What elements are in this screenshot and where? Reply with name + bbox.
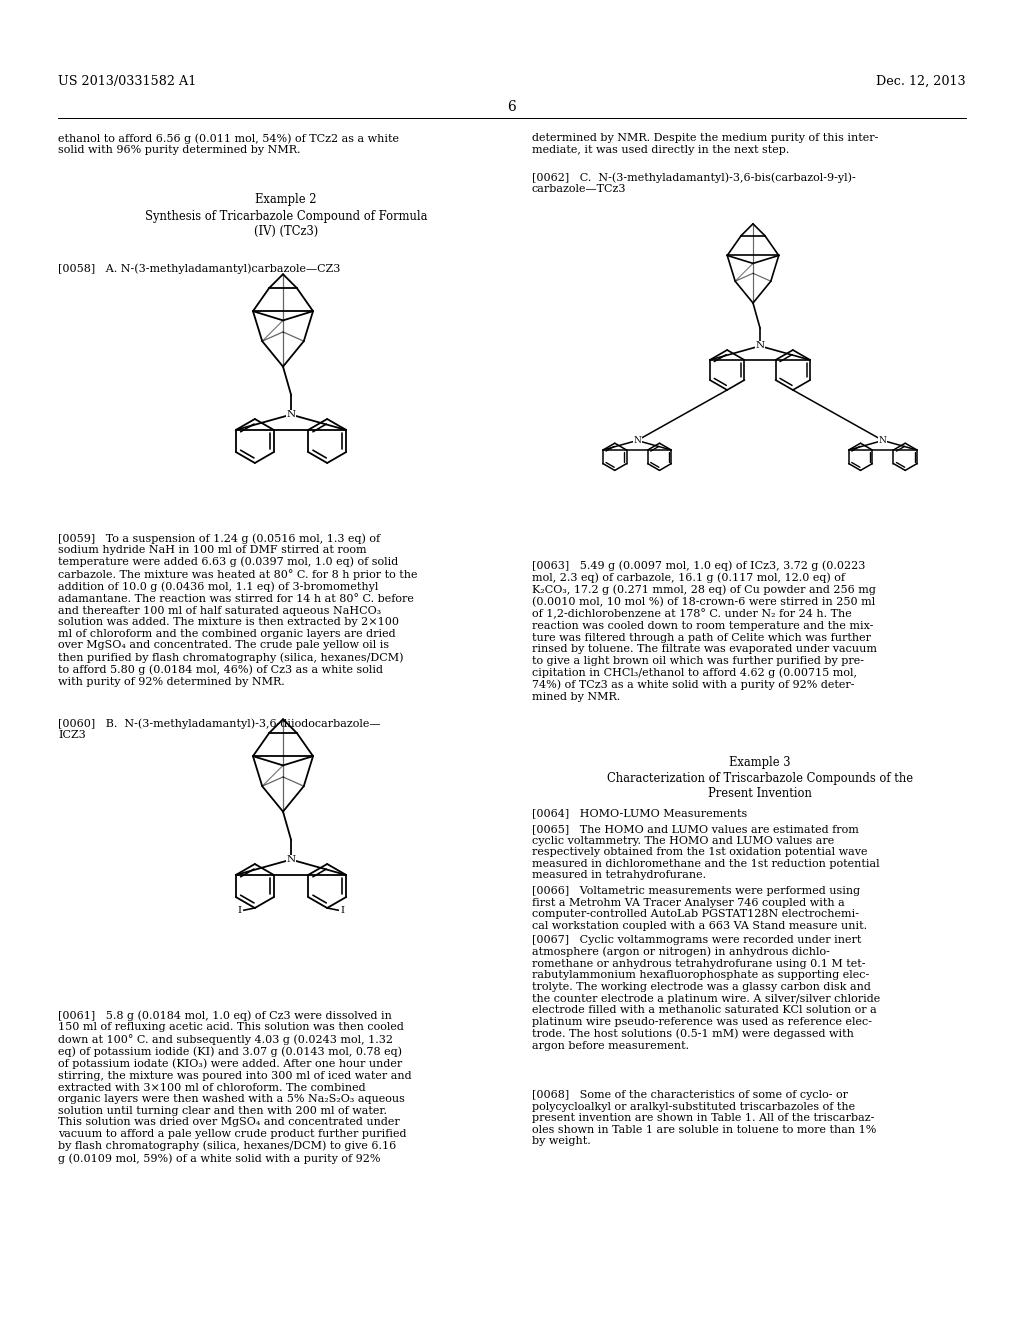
Text: I: I xyxy=(238,906,242,915)
Text: [0064]   HOMO-LUMO Measurements: [0064] HOMO-LUMO Measurements xyxy=(532,808,748,818)
Text: N: N xyxy=(879,436,887,445)
Text: Synthesis of Tricarbazole Compound of Formula
(IV) (TCz3): Synthesis of Tricarbazole Compound of Fo… xyxy=(144,210,427,238)
Text: Dec. 12, 2013: Dec. 12, 2013 xyxy=(877,75,966,88)
Text: [0065]   The HOMO and LUMO values are estimated from
cyclic voltammetry. The HOM: [0065] The HOMO and LUMO values are esti… xyxy=(532,824,880,880)
Text: determined by NMR. Despite the medium purity of this inter-
mediate, it was used: determined by NMR. Despite the medium pu… xyxy=(532,133,879,154)
Text: US 2013/0331582 A1: US 2013/0331582 A1 xyxy=(58,75,197,88)
Text: Example 3: Example 3 xyxy=(729,756,791,770)
Text: [0067]   Cyclic voltammograms were recorded under inert
atmosphere (argon or nit: [0067] Cyclic voltammograms were recorde… xyxy=(532,935,881,1051)
Text: 6: 6 xyxy=(508,100,516,114)
Text: N: N xyxy=(287,411,296,420)
Text: N: N xyxy=(633,436,641,445)
Text: [0062]   C.  N-(3-methyladamantyl)-3,6-bis(carbazol-9-yl)-
carbazole—TCz3: [0062] C. N-(3-methyladamantyl)-3,6-bis(… xyxy=(532,172,856,194)
Text: [0058]   A. N-(3-methyladamantyl)carbazole—CZ3: [0058] A. N-(3-methyladamantyl)carbazole… xyxy=(58,263,340,273)
Text: [0061]   5.8 g (0.0184 mol, 1.0 eq) of Cz3 were dissolved in
150 ml of refluxing: [0061] 5.8 g (0.0184 mol, 1.0 eq) of Cz3… xyxy=(58,1010,412,1163)
Text: [0059]   To a suspension of 1.24 g (0.0516 mol, 1.3 eq) of
sodium hydride NaH in: [0059] To a suspension of 1.24 g (0.0516… xyxy=(58,533,418,686)
Text: Example 2: Example 2 xyxy=(255,193,316,206)
Text: [0066]   Voltametric measurements were performed using
first a Metrohm VA Tracer: [0066] Voltametric measurements were per… xyxy=(532,886,867,931)
Text: N: N xyxy=(287,855,296,865)
Text: I: I xyxy=(341,906,344,915)
Text: Characterization of Triscarbazole Compounds of the
Present Invention: Characterization of Triscarbazole Compou… xyxy=(607,772,913,800)
Text: N: N xyxy=(756,342,765,351)
Text: [0063]   5.49 g (0.0097 mol, 1.0 eq) of ICz3, 3.72 g (0.0223
mol, 2.3 eq) of car: [0063] 5.49 g (0.0097 mol, 1.0 eq) of IC… xyxy=(532,560,877,702)
Text: ethanol to afford 6.56 g (0.011 mol, 54%) of TCz2 as a white
solid with 96% puri: ethanol to afford 6.56 g (0.011 mol, 54%… xyxy=(58,133,399,156)
Text: [0068]   Some of the characteristics of some of cyclo- or
polycycloalkyl or aral: [0068] Some of the characteristics of so… xyxy=(532,1090,877,1146)
Text: [0060]   B.  N-(3-methyladamantyl)-3,6-diiodocarbazole—
ICZ3: [0060] B. N-(3-methyladamantyl)-3,6-diio… xyxy=(58,718,381,741)
